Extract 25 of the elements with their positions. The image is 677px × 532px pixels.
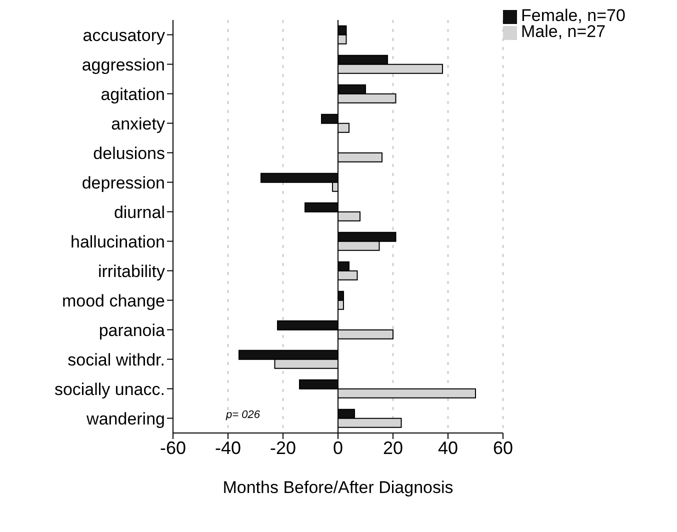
y-tick-label: delusions [93,144,165,163]
x-tick-label: -20 [270,438,296,458]
annotation: p= 026 [226,409,260,421]
x-tick-label: 0 [332,438,344,458]
y-tick-label: anxiety [111,114,166,134]
x-tick-label: 40 [438,438,458,458]
y-tick-label: social withdr. [68,350,165,370]
x-tick-label: 20 [382,438,404,458]
x-tick-label: -40 [214,438,242,458]
legend-label: Female, n=70 [521,6,626,25]
y-tick-label: socially unacc. [54,380,165,399]
x-axis-title: Months Before/After Diagnosis [222,478,454,497]
y-tick-label: wandering [86,409,165,428]
y-tick-label: hallucination [70,232,165,252]
y-tick-label: irritability [98,262,166,281]
y-tick-label: mood change [62,291,165,310]
y-tick-label: paranoia [98,320,166,340]
legend-label: Male, n=27 [521,22,606,41]
x-tick-label: 60 [492,438,514,458]
y-tick-label: diurnal [114,202,165,222]
y-tick-label: depression [82,173,165,192]
y-tick-label: agitation [100,84,165,104]
y-tick-label: accusatory [82,26,166,45]
x-tick-label: -60 [160,438,186,458]
y-tick-label: aggression [82,55,165,74]
